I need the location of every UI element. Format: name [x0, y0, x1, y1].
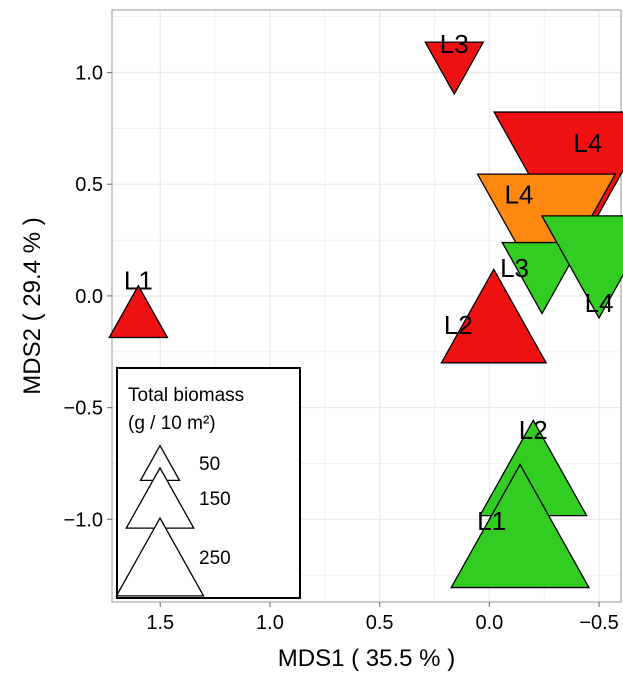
y-tick-label: −1.0: [64, 509, 103, 531]
point-label-l4: L4: [585, 288, 614, 318]
point-label-l1: L1: [124, 266, 153, 296]
data-point-green-l1: [450, 463, 591, 589]
data-point-green-l4: [540, 215, 623, 320]
point-label-l2: L2: [444, 310, 473, 340]
legend-label-150: 150: [199, 489, 231, 510]
point-label-l4: L4: [573, 128, 602, 158]
x-tick-label: 0.5: [366, 612, 394, 634]
legend-entries: 50 150 250: [115, 444, 231, 597]
plot-panel-border: [111, 9, 622, 603]
point-label-l1: L1: [477, 506, 506, 536]
x-axis-title: MDS1 ( 35.5 % ): [278, 645, 455, 672]
data-point-red-l2: [440, 267, 548, 364]
y-tick-label: −0.5: [64, 398, 103, 420]
legend-label-50: 50: [199, 454, 220, 475]
x-axis: 1.5 1.0 0.5 0.0 −0.5: [146, 602, 619, 634]
data-point-green-l3: [501, 241, 583, 315]
y-tick-label: 0.0: [75, 286, 103, 308]
point-label-l3: L3: [440, 29, 469, 59]
legend-title-line2: (g / 10 m²): [128, 413, 216, 434]
y-tick-label: 0.5: [75, 174, 103, 196]
x-tick-label: −0.5: [579, 612, 618, 634]
y-axis-title: MDS2 ( 29.4 % ): [19, 217, 46, 394]
data-point-red-l1: [108, 284, 169, 339]
data-points: [108, 41, 623, 589]
point-label-l3: L3: [500, 253, 529, 283]
legend-title-line1: Total biomass: [128, 385, 244, 406]
legend: Total biomass (g / 10 m²) 50 150 250: [115, 367, 301, 599]
point-label-l4: L4: [504, 180, 533, 210]
x-tick-label: 1.0: [256, 612, 284, 634]
y-axis: 1.0 0.5 0.0 −0.5 −1.0: [64, 63, 112, 531]
x-tick-label: 0.0: [475, 612, 503, 634]
legend-triangle-250: [115, 516, 205, 597]
x-tick-label: 1.5: [146, 612, 174, 634]
data-point-red-l3: [424, 41, 485, 96]
y-tick-label: 1.0: [75, 63, 103, 85]
point-label-l2: L2: [519, 415, 548, 445]
legend-label-250: 250: [199, 548, 231, 569]
point-labels: L1 L2 L3 L4 L4 L3 L4 L2 L1: [124, 29, 614, 536]
